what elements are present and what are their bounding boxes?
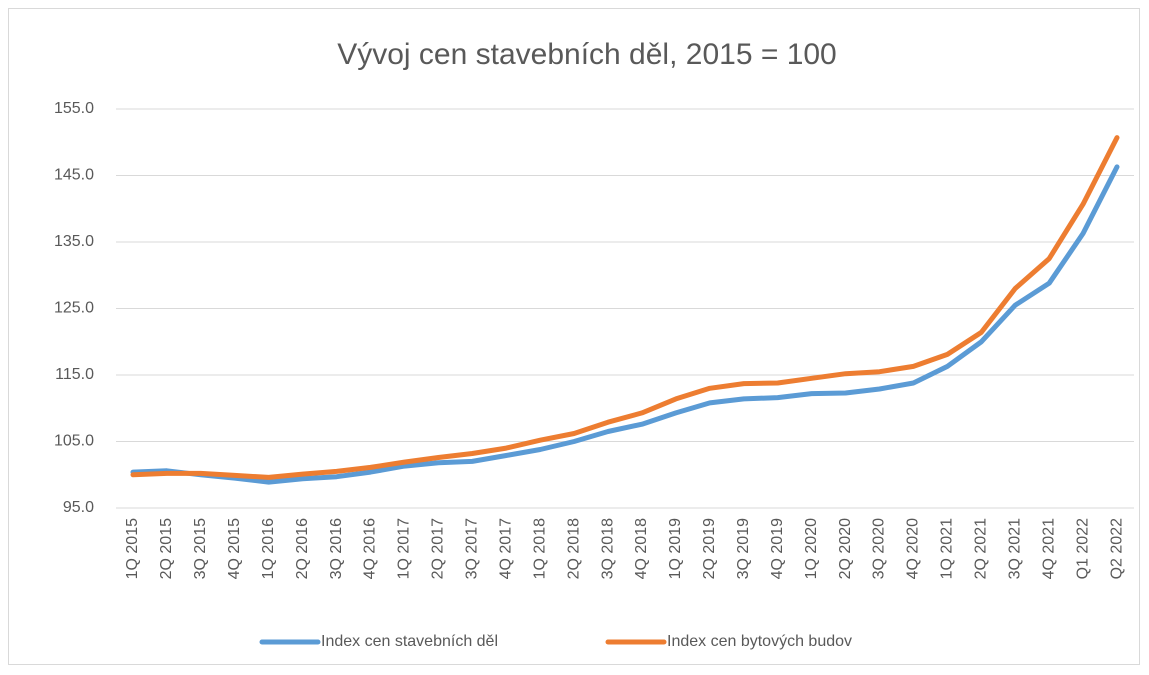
y-tick-label: 105.0 xyxy=(54,433,94,450)
legend-label: Index cen stavebních děl xyxy=(321,633,498,650)
x-tick-label: 3Q 2020 xyxy=(871,518,888,579)
x-tick-label: 4Q 2018 xyxy=(633,518,650,579)
y-tick-label: 95.0 xyxy=(63,499,94,516)
chart-border xyxy=(8,8,1140,665)
x-tick-label: 1Q 2021 xyxy=(939,518,956,579)
y-tick-label: 155.0 xyxy=(54,100,94,117)
legend-label: Index cen bytových budov xyxy=(667,633,852,650)
x-tick-label: 4Q 2017 xyxy=(497,518,514,579)
x-tick-label: 3Q 2021 xyxy=(1006,518,1023,579)
y-tick-label: 135.0 xyxy=(54,233,94,250)
x-tick-label: 2Q 2015 xyxy=(158,518,175,579)
x-tick-label: 2Q 2020 xyxy=(837,518,854,579)
x-tick-label: 2Q 2019 xyxy=(701,518,718,579)
x-tick-label: 3Q 2015 xyxy=(192,518,209,579)
y-tick-label: 115.0 xyxy=(55,366,94,383)
y-tick-label: 145.0 xyxy=(54,167,94,184)
x-tick-label: 4Q 2016 xyxy=(362,518,379,579)
x-tick-label: 3Q 2018 xyxy=(599,518,616,579)
chart-title: Vývoj cen stavebních děl, 2015 = 100 xyxy=(337,38,837,71)
x-tick-label: 4Q 2021 xyxy=(1040,518,1057,579)
x-tick-label: 4Q 2020 xyxy=(905,518,922,579)
x-tick-label: 4Q 2019 xyxy=(769,518,786,579)
x-tick-label: 1Q 2015 xyxy=(124,518,141,579)
x-tick-label: 2Q 2021 xyxy=(973,518,990,579)
y-tick-label: 125.0 xyxy=(54,300,94,317)
x-tick-label: 1Q 2020 xyxy=(803,518,820,579)
x-tick-label: 1Q 2019 xyxy=(667,518,684,579)
x-tick-label: 1Q 2017 xyxy=(396,518,413,579)
x-tick-label: 3Q 2019 xyxy=(735,518,752,579)
x-tick-label: 2Q 2018 xyxy=(565,518,582,579)
x-tick-label: Q2 2022 xyxy=(1108,518,1125,579)
x-tick-label: 2Q 2017 xyxy=(430,518,447,579)
line-series xyxy=(130,164,1120,485)
x-tick-label: Q1 2022 xyxy=(1074,518,1091,579)
x-tick-label: 2Q 2016 xyxy=(294,518,311,579)
x-tick-label: 1Q 2016 xyxy=(260,518,277,579)
x-tick-label: 1Q 2018 xyxy=(531,518,548,579)
x-tick-label: 4Q 2015 xyxy=(226,518,243,579)
x-tick-label: 3Q 2017 xyxy=(464,518,481,579)
x-tick-label: 3Q 2016 xyxy=(328,518,345,579)
line-series xyxy=(130,135,1120,480)
